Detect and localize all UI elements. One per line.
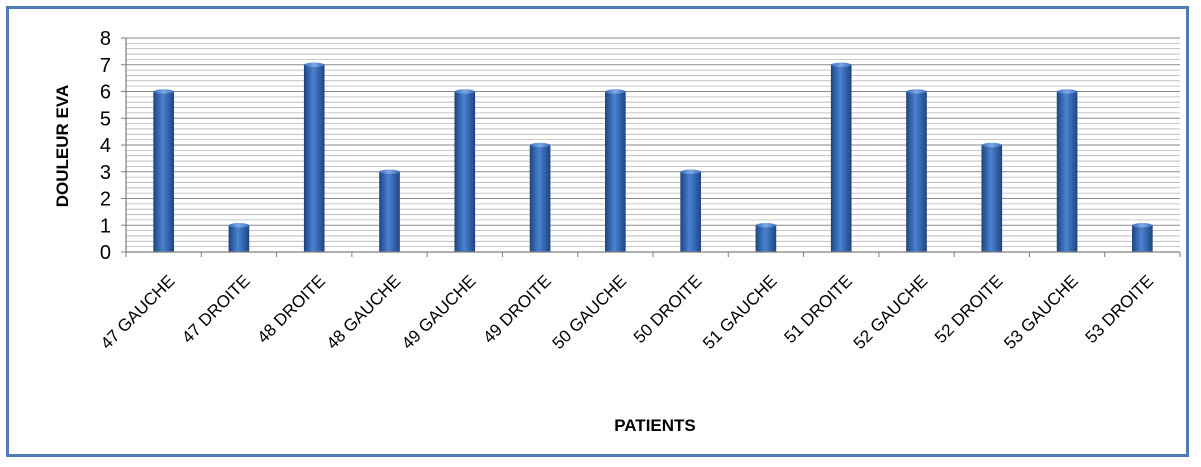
bar-top <box>1132 223 1153 228</box>
bar <box>605 89 626 253</box>
bar <box>906 89 927 253</box>
y-tick-label: 8 <box>100 28 111 50</box>
y-tick-label: 6 <box>100 82 111 104</box>
bar <box>680 169 701 253</box>
bar-top <box>530 142 551 148</box>
bar-body <box>1056 91 1078 253</box>
bar-top <box>755 223 776 228</box>
bar-body <box>1132 224 1153 253</box>
bar-top <box>379 169 400 174</box>
bar-body <box>605 91 626 253</box>
x-tick-label: 49 GAUCHE <box>398 271 480 353</box>
y-tick-labels: 0 1 2 3 4 5 6 7 8 <box>100 28 111 264</box>
y-tick-label: 2 <box>100 189 111 211</box>
bar-body <box>228 224 250 253</box>
x-tick-label: 50 DROITE <box>630 271 706 347</box>
x-tick-label: 48 GAUCHE <box>323 271 405 353</box>
bar-top <box>1057 89 1078 94</box>
bar-top <box>680 169 701 174</box>
bar-top <box>304 62 325 67</box>
bar <box>1056 89 1078 253</box>
x-tick-label: 51 DROITE <box>780 271 856 347</box>
bar-top <box>831 62 852 67</box>
bars <box>153 62 1153 253</box>
bar-body <box>755 224 777 253</box>
bar-body <box>153 91 174 253</box>
bar-body <box>981 144 1003 253</box>
y-tick-label: 0 <box>100 242 111 264</box>
x-tick-label: 53 GAUCHE <box>1000 271 1082 353</box>
bar <box>981 142 1003 253</box>
bar-top <box>981 142 1002 148</box>
bar-top <box>605 89 626 94</box>
x-tick-label: 49 DROITE <box>479 271 555 347</box>
bar <box>755 223 777 253</box>
x-tick-label: 51 GAUCHE <box>699 271 781 353</box>
bar-body <box>379 171 400 253</box>
bar <box>303 62 325 253</box>
bar-body <box>454 91 476 253</box>
bar-top <box>454 89 475 94</box>
y-axis-title: DOULEUR EVA <box>53 85 72 207</box>
bar <box>228 223 250 253</box>
bar-top <box>228 223 249 228</box>
bar <box>454 89 476 253</box>
y-tick-label: 1 <box>100 215 111 237</box>
y-tick-label: 3 <box>100 162 111 184</box>
bar <box>830 62 852 253</box>
x-tick-label: 52 DROITE <box>931 271 1007 347</box>
bar-body <box>529 144 551 253</box>
y-tick-label: 4 <box>100 135 111 157</box>
y-tick-label: 5 <box>100 108 111 130</box>
bar <box>379 169 400 253</box>
x-tick-label: 53 DROITE <box>1082 271 1158 347</box>
bar <box>153 89 174 253</box>
y-tick-label: 7 <box>100 55 111 77</box>
x-tick-label: 52 GAUCHE <box>850 271 932 353</box>
bar-body <box>303 64 325 253</box>
bar-body <box>906 91 927 253</box>
x-tick-label: 47 GAUCHE <box>97 271 179 353</box>
grid-lines <box>126 37 1180 253</box>
bar-top <box>906 89 927 94</box>
x-axis-title: PATIENTS <box>614 416 696 435</box>
x-tick-label: 48 DROITE <box>253 271 329 347</box>
bar <box>529 142 551 253</box>
bar-top <box>153 89 174 94</box>
bar-body <box>830 64 852 253</box>
x-tick-label: 47 DROITE <box>178 271 254 347</box>
axes <box>121 37 1181 257</box>
bar-body <box>680 171 701 253</box>
x-tick-label: 50 GAUCHE <box>549 271 631 353</box>
bar <box>1132 223 1153 253</box>
